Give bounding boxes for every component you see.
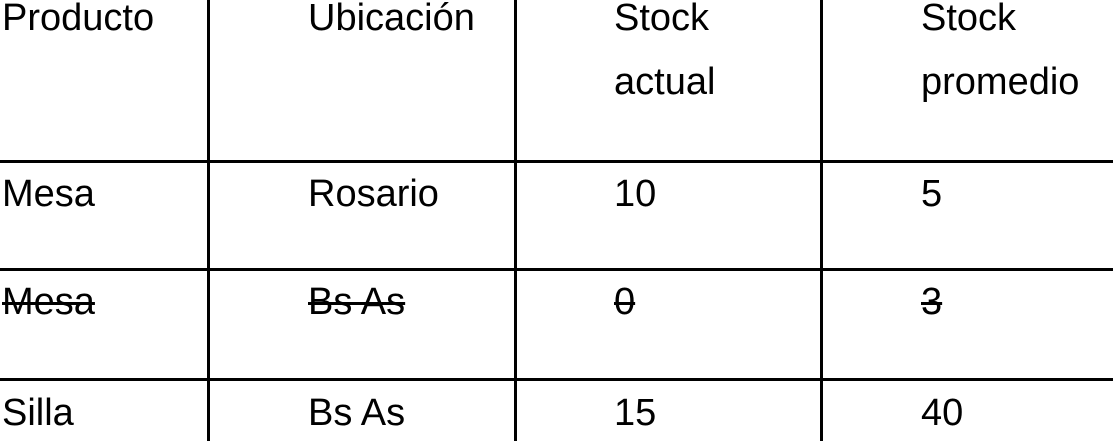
- cell-text: 15: [614, 392, 657, 434]
- cell-text: 40: [921, 392, 964, 434]
- row-divider: [0, 378, 1113, 381]
- header-text: Producto: [2, 0, 155, 39]
- header-stock-promedio: Stock promedio: [919, 0, 1113, 161]
- cell-text: Bs As: [308, 281, 406, 323]
- header-stock-actual: Stock actual: [612, 0, 820, 161]
- cell-text: Bs As: [308, 392, 406, 434]
- cell-text: Silla: [2, 392, 74, 434]
- table-cell-producto: Silla: [0, 381, 208, 445]
- column-divider: [207, 0, 210, 441]
- table-cell-stock-promedio: 5: [919, 162, 1113, 270]
- table-cell-stock-promedio: 40: [919, 381, 1113, 445]
- cell-text: Rosario: [308, 173, 439, 215]
- cell-text: 0: [614, 281, 636, 323]
- table-cell-producto-struck: Mesa: [0, 270, 208, 378]
- table-cell-ubicacion-struck: Bs As: [306, 270, 514, 378]
- column-divider: [820, 0, 823, 441]
- header-text-line2: actual: [614, 61, 716, 103]
- table-cell-ubicacion: Rosario: [306, 162, 514, 270]
- cell-text: 5: [921, 173, 943, 215]
- table-cell-stock-actual: 10: [612, 162, 820, 270]
- header-producto: Producto: [0, 0, 208, 161]
- table-cell-stock-actual: 15: [612, 381, 820, 445]
- cell-text: Mesa: [2, 173, 95, 215]
- header-ubicacion: Ubicación: [306, 0, 514, 161]
- table-cell-stock-promedio-struck: 3: [919, 270, 1113, 378]
- table-cell-stock-actual-struck: 0: [612, 270, 820, 378]
- cell-text: 10: [614, 173, 657, 215]
- header-text-line1: Stock: [614, 0, 710, 39]
- header-text-line2: promedio: [921, 61, 1080, 103]
- row-divider: [0, 160, 1113, 163]
- table-cell-ubicacion: Bs As: [306, 381, 514, 445]
- cell-text: Mesa: [2, 281, 95, 323]
- column-divider: [514, 0, 517, 441]
- table-cell-producto: Mesa: [0, 162, 208, 270]
- header-text-line1: Stock: [921, 0, 1017, 39]
- cell-text: 3: [921, 281, 943, 323]
- header-text: Ubicación: [308, 0, 475, 39]
- row-divider: [0, 268, 1113, 271]
